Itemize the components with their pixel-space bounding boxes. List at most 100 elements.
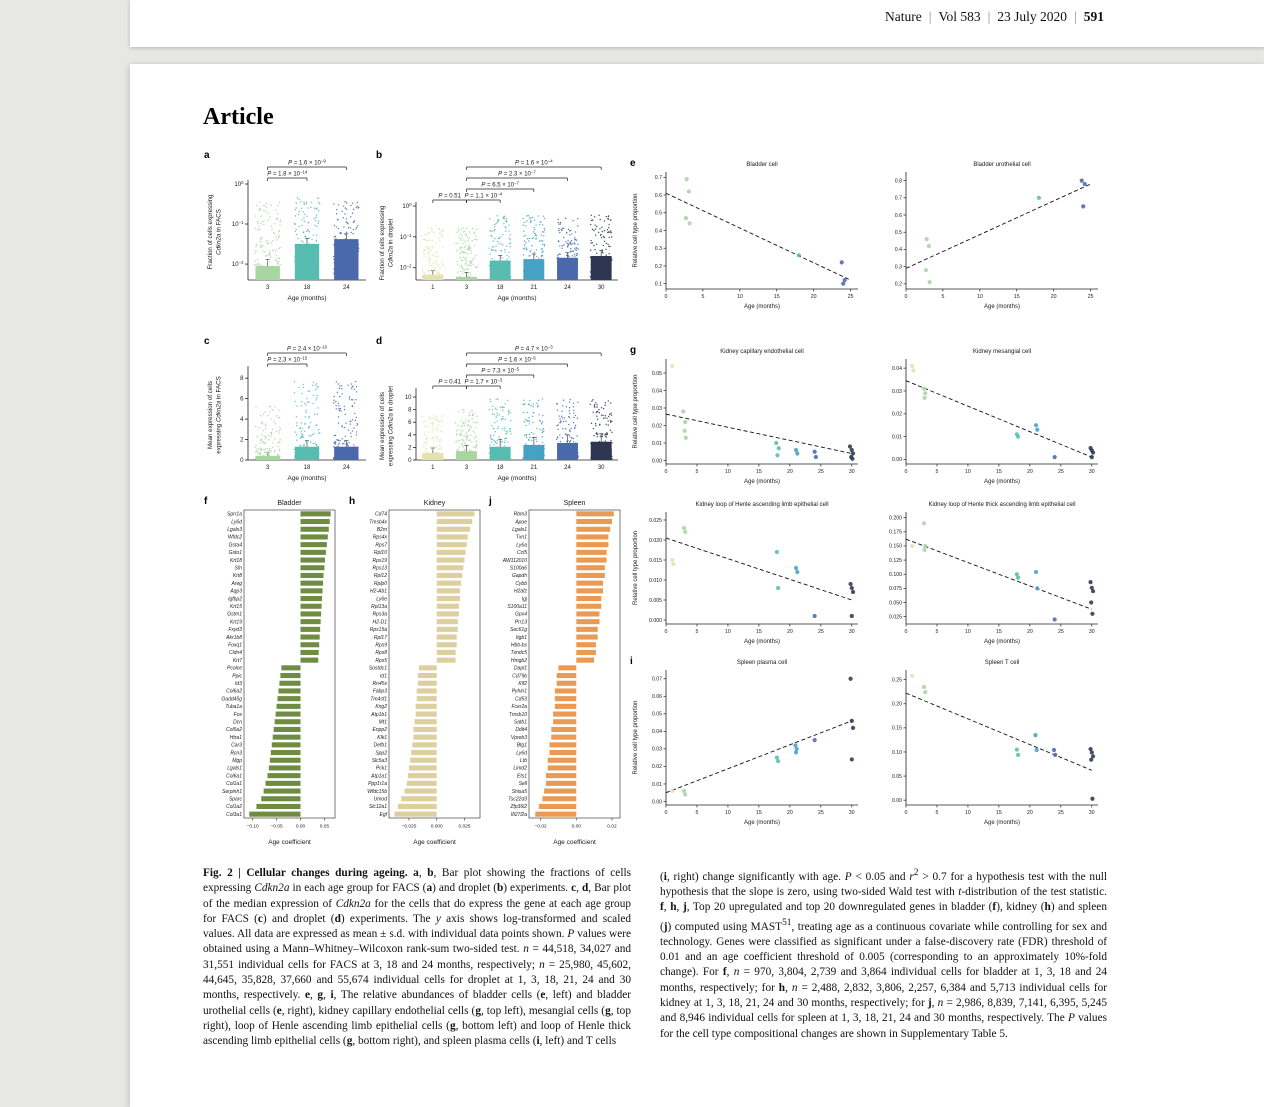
svg-text:Rps8: Rps8	[375, 650, 387, 656]
svg-text:2: 2	[408, 445, 412, 451]
svg-text:30: 30	[849, 810, 855, 816]
svg-text:Dapl1: Dapl1	[514, 666, 527, 672]
svg-text:Age (months): Age (months)	[497, 475, 536, 482]
svg-text:0.07: 0.07	[652, 677, 662, 683]
svg-text:P = 1.1 × 10−4: P = 1.1 × 10−4	[465, 192, 503, 200]
svg-text:Col3a1: Col3a1	[226, 812, 242, 818]
svg-text:2: 2	[240, 438, 244, 444]
svg-text:Ddit4: Ddit4	[515, 727, 527, 733]
svg-text:20: 20	[1051, 294, 1057, 300]
svg-text:0.3: 0.3	[895, 264, 902, 270]
svg-text:0.025: 0.025	[649, 518, 662, 524]
panel-letter-j: j	[489, 496, 492, 507]
svg-text:25: 25	[1058, 629, 1064, 635]
svg-text:25: 25	[1088, 294, 1094, 300]
page-number: 591	[1083, 9, 1104, 24]
panel-g-bottom-left: Kidney loop of Henle ascending limb epit…	[630, 498, 866, 650]
svg-text:Cd74: Cd74	[375, 512, 387, 518]
svg-text:10: 10	[405, 395, 412, 401]
svg-text:Age (months): Age (months)	[744, 479, 780, 485]
svg-text:P = 7.3 × 10−5: P = 7.3 × 10−5	[481, 367, 519, 375]
svg-text:Hbb-bs: Hbb-bs	[511, 642, 528, 648]
svg-text:Btg1: Btg1	[517, 743, 528, 749]
svg-text:4: 4	[240, 417, 244, 423]
svg-text:Age (months): Age (months)	[497, 295, 536, 302]
svg-text:0.02: 0.02	[652, 423, 662, 429]
svg-text:Pck1: Pck1	[376, 766, 387, 772]
svg-text:P = 0.41: P = 0.41	[438, 380, 461, 386]
svg-text:Rcn3: Rcn3	[230, 750, 242, 756]
svg-text:Cd53: Cd53	[515, 696, 527, 702]
header-separator: |	[987, 9, 991, 24]
svg-text:0.4: 0.4	[655, 228, 662, 234]
svg-text:Satb1: Satb1	[514, 719, 527, 725]
svg-text:Rn45s: Rn45s	[373, 681, 388, 687]
svg-text:0.01: 0.01	[892, 434, 902, 440]
svg-text:Vpreb3: Vpreb3	[511, 735, 527, 741]
svg-text:Aqp3: Aqp3	[229, 589, 242, 595]
svg-text:Id3: Id3	[235, 681, 242, 687]
svg-text:10−1: 10−1	[232, 220, 244, 228]
svg-text:Krt18: Krt18	[230, 558, 242, 564]
svg-text:Igj: Igj	[522, 596, 528, 602]
svg-text:0.7: 0.7	[895, 196, 902, 202]
svg-text:21: 21	[530, 465, 537, 471]
svg-text:Htra1: Htra1	[230, 735, 242, 741]
svg-text:−0.02: −0.02	[535, 824, 547, 830]
svg-text:30: 30	[849, 629, 855, 635]
svg-text:0.6: 0.6	[655, 193, 662, 199]
svg-text:18: 18	[497, 465, 504, 471]
svg-text:Sell: Sell	[519, 781, 528, 787]
scatter-spleen-plasma: Spleen plasma cell 0.00 0.01 0.02 0.03 0.04 0.…	[633, 660, 858, 826]
svg-text:P = 1.6 × 10−5: P = 1.6 × 10−5	[498, 356, 536, 364]
svg-text:30: 30	[849, 469, 855, 475]
svg-text:0.000: 0.000	[649, 618, 662, 624]
panel-i-left: i Spleen plasma cell 0.00 0.01 0.02 0.03 0.04…	[630, 656, 866, 831]
svg-text:0.03: 0.03	[892, 389, 902, 395]
svg-text:0.00: 0.00	[652, 799, 662, 805]
svg-text:0.05: 0.05	[892, 774, 902, 780]
svg-text:Igfbp2: Igfbp2	[228, 596, 242, 602]
svg-text:21: 21	[530, 285, 537, 291]
svg-text:Gpx4: Gpx4	[515, 612, 527, 618]
svg-text:expressing Cdkn2a in droplet: expressing Cdkn2a in droplet	[388, 386, 395, 466]
svg-text:Fos: Fos	[234, 712, 243, 718]
svg-text:3: 3	[465, 465, 469, 471]
svg-text:Pyhin1: Pyhin1	[512, 689, 528, 695]
svg-text:Rpl13a: Rpl13a	[371, 604, 387, 610]
svg-text:expressing Cdkn2a in FACS: expressing Cdkn2a in FACS	[216, 376, 223, 453]
svg-text:Tm4sf1: Tm4sf1	[370, 696, 387, 702]
svg-text:0.25: 0.25	[892, 677, 902, 683]
svg-text:20: 20	[1027, 469, 1033, 475]
svg-text:0.20: 0.20	[892, 702, 902, 708]
svg-text:−0.025: −0.025	[402, 824, 417, 830]
svg-text:0.025: 0.025	[458, 824, 470, 830]
svg-text:20: 20	[1027, 810, 1033, 816]
svg-text:Tmsb10: Tmsb10	[509, 712, 527, 718]
svg-text:Lgals3: Lgals3	[227, 527, 242, 533]
svg-text:Ifi27l2a: Ifi27l2a	[511, 812, 527, 818]
svg-text:Relative cell type proportion: Relative cell type proportion	[633, 374, 639, 448]
svg-text:5: 5	[696, 469, 699, 475]
svg-text:Col6a1: Col6a1	[226, 773, 242, 779]
svg-text:8: 8	[240, 376, 244, 382]
svg-text:0.015: 0.015	[649, 558, 662, 564]
svg-text:0.8: 0.8	[895, 178, 902, 184]
svg-text:30: 30	[1089, 469, 1095, 475]
svg-text:10: 10	[965, 810, 971, 816]
journal-header: Nature | Vol 583 | 23 July 2020 | 591	[885, 9, 1104, 25]
journal-name: Nature	[885, 9, 922, 24]
svg-text:Col1a1: Col1a1	[226, 781, 242, 787]
svg-text:Bladder cell: Bladder cell	[746, 162, 777, 168]
svg-text:Spp2: Spp2	[375, 750, 387, 756]
svg-text:10−2: 10−2	[232, 260, 244, 268]
svg-text:20: 20	[787, 469, 793, 475]
panel-e-right: Bladder urothelial cell 0.2 0.3 0.4 0.5 0.6 0.…	[870, 158, 1106, 315]
svg-text:Sprr1a: Sprr1a	[227, 512, 242, 518]
svg-text:0.025: 0.025	[889, 614, 902, 620]
svg-text:Fcer2a: Fcer2a	[511, 704, 527, 710]
svg-text:0.03: 0.03	[652, 747, 662, 753]
svg-text:Rplp0: Rplp0	[374, 581, 387, 587]
scatter-kidney-loop-henle-thick: Kidney loop of Henle thick ascending lim…	[889, 502, 1098, 645]
